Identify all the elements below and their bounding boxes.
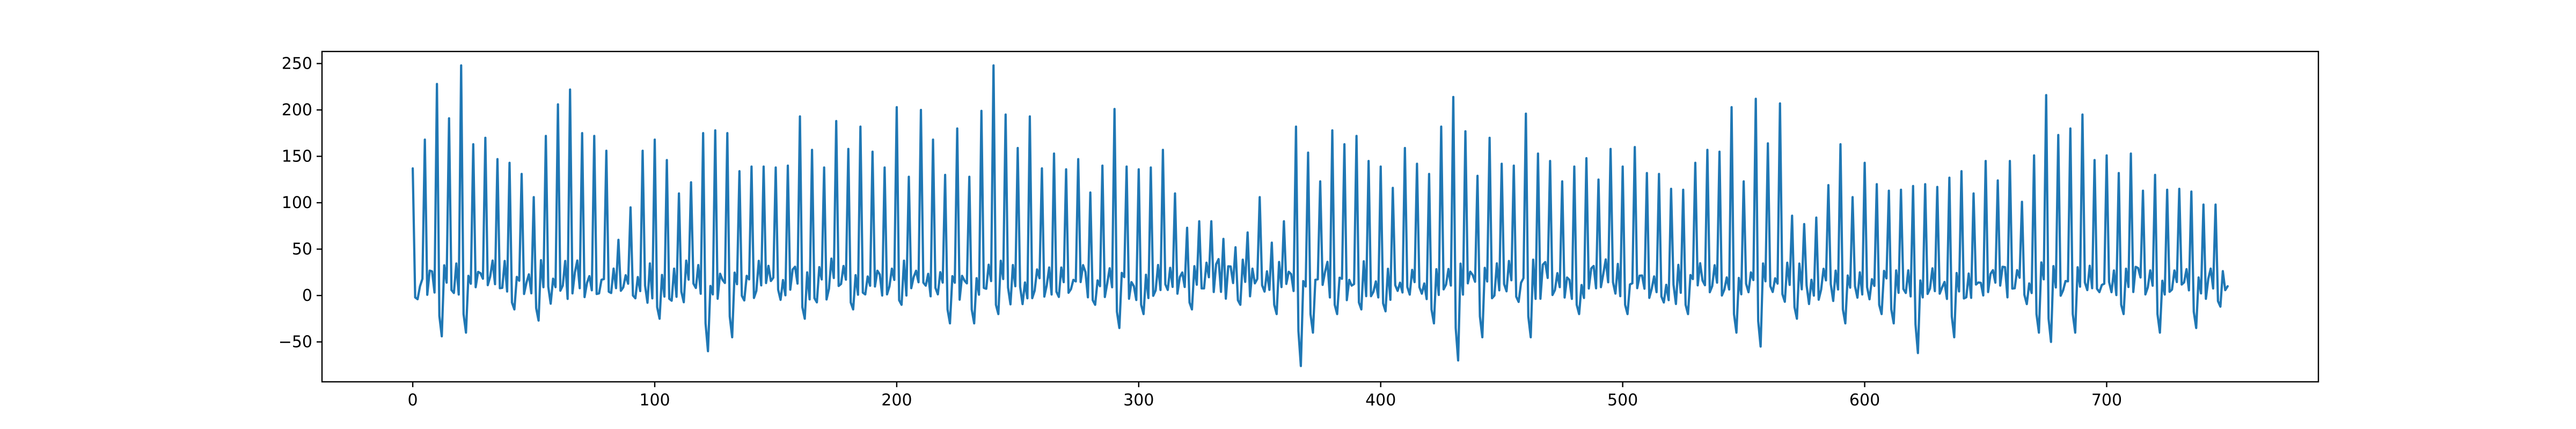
x-tick-label: 600	[1849, 391, 1880, 410]
y-axis: −50 0 50 100 150 200 250	[279, 54, 322, 352]
y-tick-label: 50	[292, 240, 312, 259]
y-tick-label: 150	[282, 147, 312, 166]
y-tick-label: 0	[302, 286, 312, 305]
x-tick-label: 0	[408, 391, 418, 410]
y-tick-label: 250	[282, 54, 312, 73]
x-tick-label: 400	[1365, 391, 1396, 410]
x-tick-label: 300	[1123, 391, 1154, 410]
plot-area	[411, 64, 2229, 367]
y-tick-label: 100	[282, 194, 312, 212]
x-tick-label: 500	[1607, 391, 1638, 410]
x-tick-label: 200	[881, 391, 912, 410]
plot-frame	[321, 50, 2319, 383]
y-tick-label: 200	[282, 101, 312, 120]
x-tick-label: 700	[2091, 391, 2122, 410]
x-axis: 0 100 200 300 400 500 600 700	[408, 382, 2122, 410]
x-tick-label: 100	[639, 391, 670, 410]
series-line	[411, 64, 2229, 367]
y-tick-label: −50	[279, 333, 312, 352]
